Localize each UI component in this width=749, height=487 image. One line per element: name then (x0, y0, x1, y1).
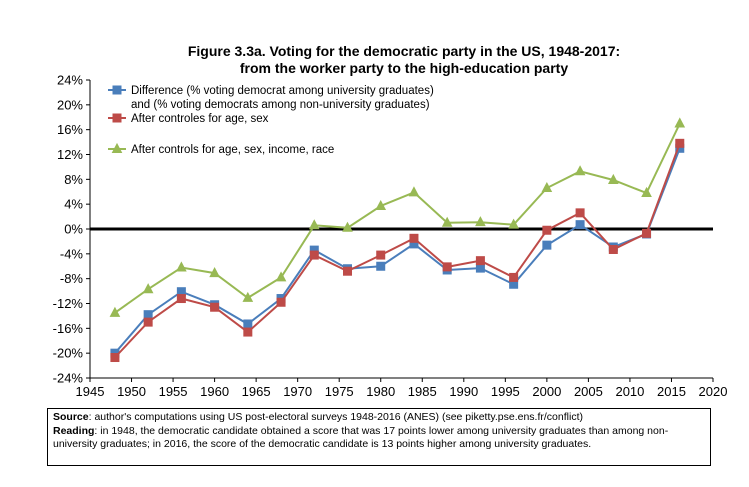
data-point (475, 263, 485, 273)
data-point (642, 228, 652, 238)
chart-title-line-2: from the worker party to the high-educat… (240, 60, 568, 76)
source-note: Source: author's computations using US p… (53, 411, 705, 425)
legend-label: After controls for age, sex, income, rac… (131, 144, 334, 156)
legend-entry-1: Difference (% voting democrat among univ… (108, 85, 434, 111)
legend: Difference (% voting democrat among univ… (108, 85, 434, 156)
data-point (409, 233, 419, 243)
series-2 (110, 138, 685, 363)
data-point (376, 261, 386, 271)
data-point (275, 271, 287, 282)
x-tick-label: 2020 (699, 384, 728, 399)
x-tick-label: 1990 (449, 384, 478, 399)
reading-text: : in 1948, the democratic candidate obta… (53, 424, 669, 451)
series-line (114, 123, 681, 314)
legend-label: and (% voting democrats among non-univer… (131, 99, 430, 111)
data-point (143, 310, 153, 320)
x-tick-label: 1950 (117, 384, 146, 399)
data-point (574, 165, 586, 176)
data-point (541, 181, 553, 193)
y-tick-label: -12% (53, 296, 84, 311)
data-point (376, 250, 386, 260)
data-point (509, 272, 519, 282)
data-point (641, 186, 652, 197)
data-point (542, 225, 552, 235)
x-tick-label: 1970 (283, 384, 312, 399)
legend-entry-2: After controles for age, sex (108, 113, 269, 125)
y-tick-label: 4% (64, 197, 83, 212)
chart-title-line-1: Figure 3.3a. Voting for the democratic p… (188, 43, 620, 59)
data-point (210, 302, 220, 312)
x-tick-label: 2010 (615, 384, 644, 399)
legend-label: Difference (% voting democrat among univ… (131, 85, 434, 97)
x-tick-label: 1980 (366, 384, 395, 399)
y-tick-label: 8% (64, 172, 83, 187)
data-point (176, 261, 187, 272)
x-tick-label: 1945 (76, 384, 105, 399)
legend-label: After controles for age, sex (131, 113, 269, 125)
data-point (142, 283, 154, 294)
data-point (575, 220, 585, 230)
data-point (109, 306, 121, 317)
legend-entry-3: After controls for age, sex, income, rac… (108, 142, 334, 156)
series-line (114, 142, 681, 359)
x-tick-label: 2000 (532, 384, 561, 399)
data-point (143, 317, 153, 327)
y-tick-label: 12% (57, 147, 83, 162)
series-line (114, 147, 681, 354)
series-3 (109, 117, 686, 317)
y-tick-label: 16% (57, 122, 83, 137)
data-point (674, 117, 686, 128)
data-point (607, 173, 619, 184)
data-point (309, 250, 319, 260)
y-tick-label: -16% (53, 321, 84, 336)
reading-note: Reading: in 1948, the democratic candida… (53, 425, 705, 452)
footnote-box: Source: author's computations using US p… (47, 408, 711, 466)
data-point (375, 199, 387, 211)
data-point (308, 219, 320, 230)
data-point (542, 240, 552, 250)
y-tick-label: -20% (53, 346, 84, 361)
y-tick-label: 0% (64, 222, 83, 237)
data-point (408, 186, 420, 197)
x-tick-label: 1985 (408, 384, 437, 399)
data-point (242, 291, 254, 302)
data-point (342, 221, 353, 232)
x-tick-label: 1965 (242, 384, 271, 399)
source-label: Source (53, 411, 89, 423)
data-point (475, 216, 486, 227)
y-tick-label: -4% (60, 246, 84, 261)
data-point (575, 208, 585, 218)
data-point (608, 244, 618, 254)
x-tick-label: 1955 (159, 384, 188, 399)
data-point (276, 297, 286, 307)
data-point (508, 218, 519, 229)
y-tick-label: -8% (60, 271, 84, 286)
legend-swatch-marker (112, 85, 122, 95)
data-point (243, 319, 253, 329)
y-tick-label: 20% (57, 97, 83, 112)
data-point (176, 294, 186, 304)
data-point (343, 266, 353, 276)
plot-area: -24% -20% -16% -12% -8% -4% 0% 4% 8% 12% 16% 20% 24%… (53, 73, 728, 400)
x-tick-label: 2005 (574, 384, 603, 399)
y-tick-label: -24% (53, 371, 84, 386)
data-point (441, 216, 453, 227)
legend-swatch-marker (111, 142, 123, 153)
source-text: : author's computations using US post-el… (88, 411, 583, 423)
data-point (442, 262, 452, 272)
reading-label: Reading (53, 424, 95, 437)
x-tick-label: 1960 (200, 384, 229, 399)
data-point (209, 267, 220, 278)
data-point (110, 353, 120, 363)
legend-swatch-marker (112, 113, 122, 123)
data-point (675, 138, 685, 148)
data-point (475, 256, 485, 266)
y-tick-label: 24% (57, 73, 83, 88)
data-point (243, 327, 253, 337)
x-tick-label: 1995 (491, 384, 520, 399)
x-tick-label: 2015 (657, 384, 686, 399)
x-tick-label: 1975 (325, 384, 354, 399)
